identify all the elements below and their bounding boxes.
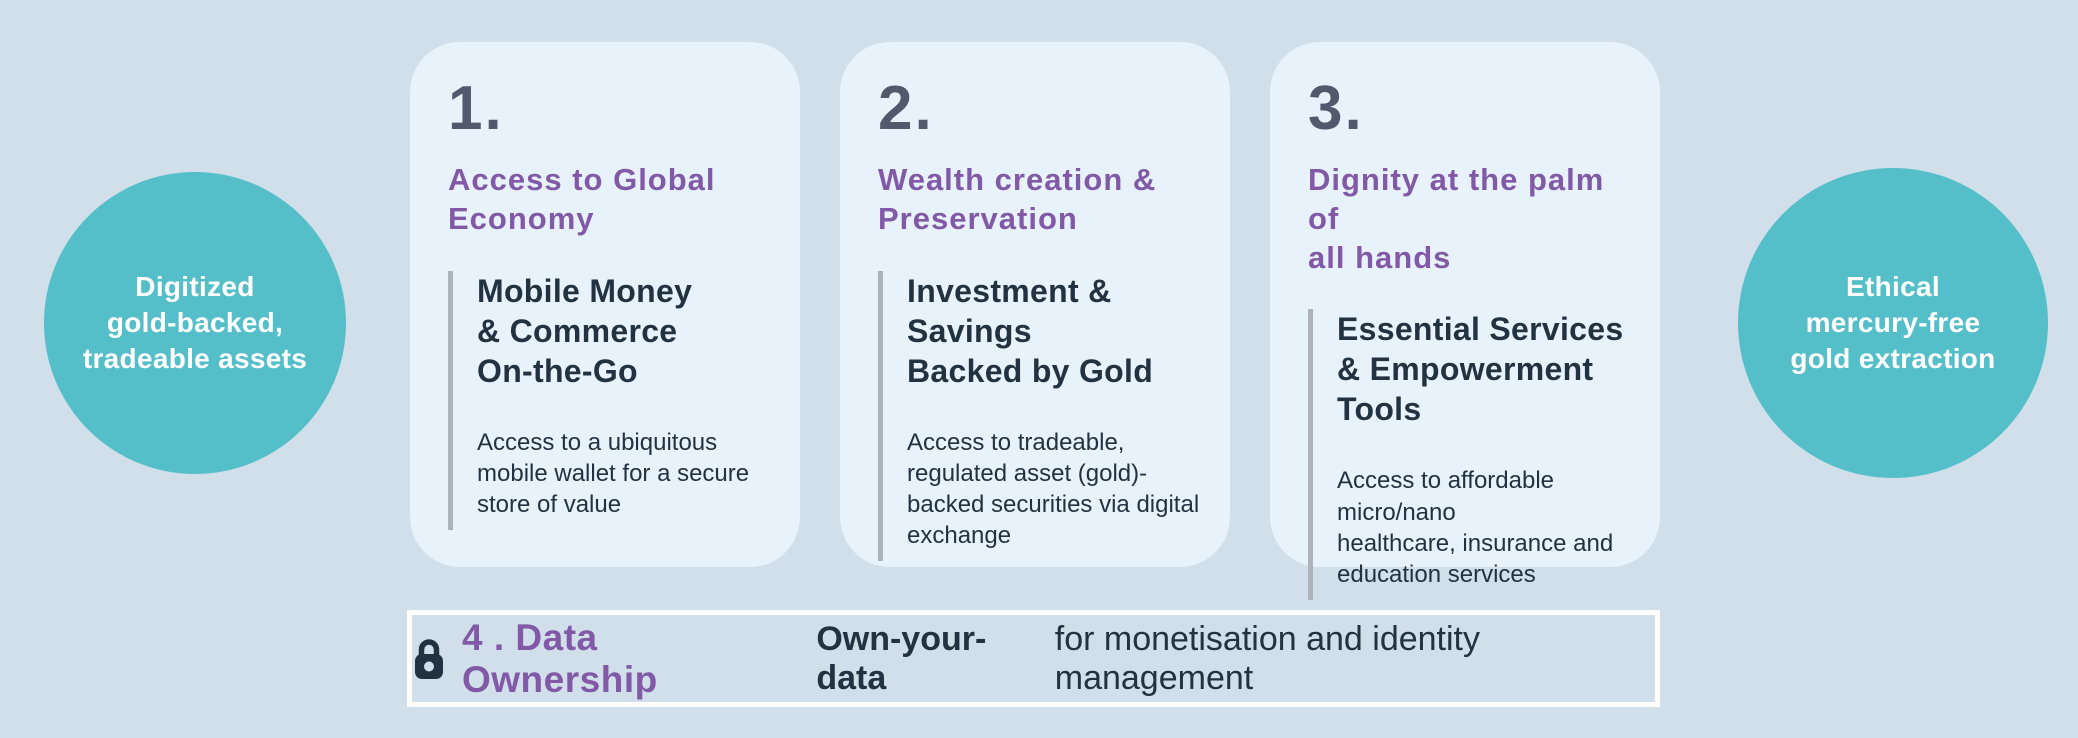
- card-access-to-global-economy: 1. Access to Global Economy Mobile Money…: [410, 42, 800, 567]
- left-circle: Digitized gold-backed, tradeable assets: [44, 172, 346, 474]
- data-ownership-description: for monetisation and identity management: [1054, 619, 1480, 697]
- card-body: Access to a ubiquitous mobile wallet for…: [477, 428, 750, 518]
- card-subtitle: Investment & Savings Backed by Gold: [907, 272, 1154, 389]
- card-body: Access to affordable micro/nano healthca…: [1337, 467, 1614, 588]
- left-circle-label: Digitized gold-backed, tradeable assets: [82, 271, 308, 374]
- card-wealth-creation-preservation: 2. Wealth creation & Preservation Invest…: [840, 42, 1230, 567]
- data-ownership-bar: 4 . Data Ownership Own-your-data for mon…: [407, 610, 1660, 707]
- lock-icon: [412, 637, 446, 681]
- card-body: Access to tradeable, regulated asset (go…: [907, 428, 1200, 550]
- card-title: Dignity at the palm of all hands: [1308, 162, 1605, 275]
- card-dignity-at-palm-of-all-hands: 3. Dignity at the palm of all hands Esse…: [1270, 42, 1660, 601]
- card-subtitle: Mobile Money & Commerce On-the-Go: [477, 272, 693, 389]
- data-ownership-title: 4 . Data Ownership: [462, 616, 658, 700]
- own-your-data-label: Own-your-data: [816, 619, 987, 697]
- right-circle-label: Ethical mercury-free gold extraction: [1790, 271, 1996, 374]
- card-content: Investment & Savings Backed by Gold Acce…: [878, 270, 1202, 562]
- cards-row: 1. Access to Global Economy Mobile Money…: [410, 42, 1660, 601]
- card-title: Wealth creation & Preservation: [878, 162, 1157, 236]
- card-number: 3.: [1308, 74, 1364, 143]
- right-circle: Ethical mercury-free gold extraction: [1738, 168, 2048, 478]
- card-title: Access to Global Economy: [448, 162, 716, 236]
- card-subtitle: Essential Services & Empowerment Tools: [1337, 311, 1624, 428]
- card-content: Mobile Money & Commerce On-the-Go Access…: [448, 270, 772, 531]
- card-number: 2.: [878, 74, 934, 143]
- card-number: 1.: [448, 74, 504, 143]
- card-content: Essential Services & Empowerment Tools A…: [1308, 309, 1632, 601]
